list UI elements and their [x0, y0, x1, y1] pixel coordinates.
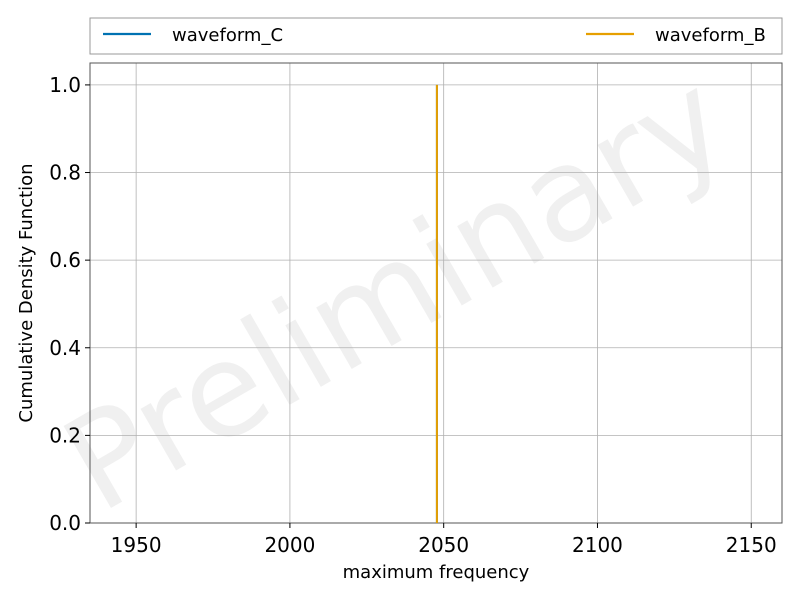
- x-tick-label: 2000: [264, 533, 315, 557]
- x-tick-label: 2050: [418, 533, 469, 557]
- legend: waveform_C waveform_B: [89, 17, 783, 55]
- legend-frame: [89, 17, 783, 55]
- y-axis-label: Cumulative Density Function: [16, 163, 37, 422]
- x-tick-label: 2150: [726, 533, 777, 557]
- y-tick-label: 0.6: [49, 248, 81, 272]
- y-tick-label: 0.2: [49, 423, 81, 447]
- y-tick-label: 0.0: [49, 511, 81, 535]
- y-tick-label: 1.0: [49, 73, 81, 97]
- ticks-layer: 1950 2000 2050 2100 2150 0.0 0.2 0.4 0.6 0.8 1.0: [49, 73, 777, 557]
- x-tick-label: 1950: [111, 533, 162, 557]
- x-tick-label: 2100: [572, 533, 623, 557]
- y-tick-label: 0.8: [49, 161, 81, 185]
- legend-label-waveform-b: waveform_B: [655, 25, 766, 46]
- y-tick-label: 0.4: [49, 336, 81, 360]
- legend-label-waveform-c: waveform_C: [172, 25, 283, 46]
- x-axis-label: maximum frequency: [343, 562, 530, 583]
- watermark-text: Preliminary: [39, 43, 751, 542]
